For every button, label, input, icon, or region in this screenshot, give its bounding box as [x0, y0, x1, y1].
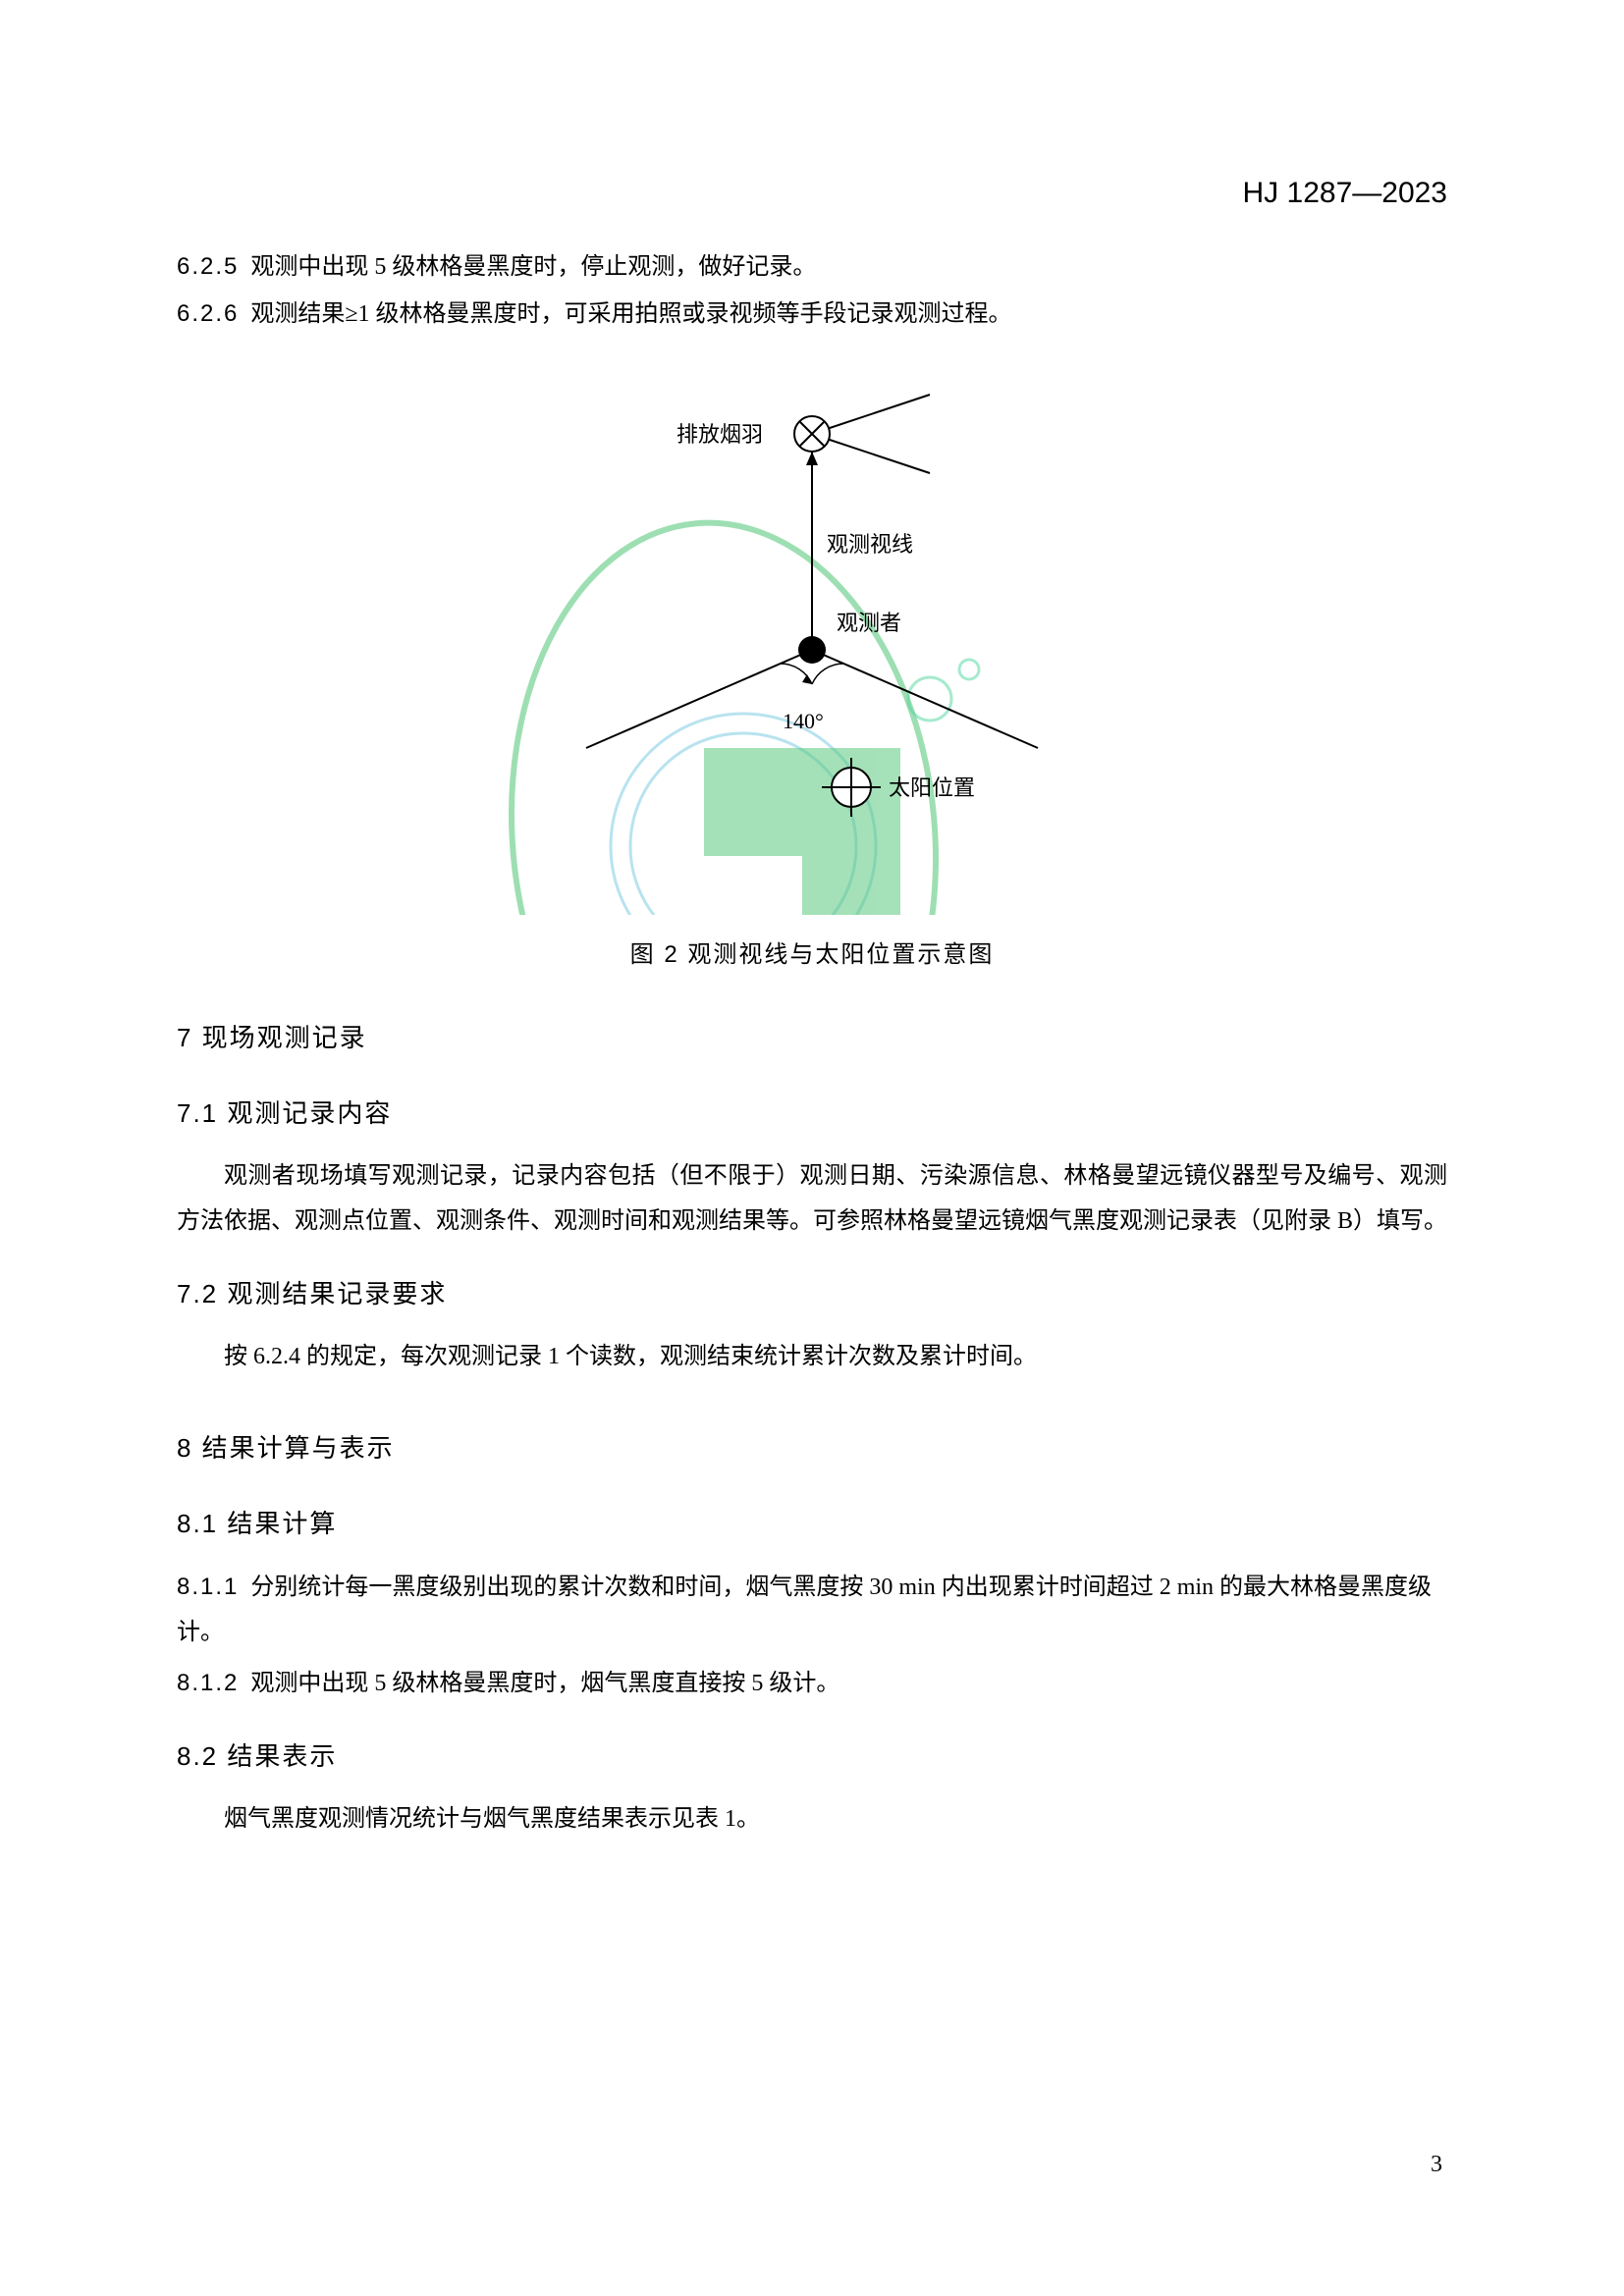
para-text: 观测中出现 5 级林格曼黑度时，停止观测，做好记录。 [250, 254, 816, 280]
page-number: 3 [1431, 2152, 1442, 2178]
para-6-2-5: 6.2.5 观测中出现 5 级林格曼黑度时，停止观测，做好记录。 [177, 245, 1447, 289]
heading-8-2: 8.2 结果表示 [177, 1736, 1447, 1773]
label-angle: 140° [783, 709, 824, 733]
heading-8: 8 结果计算与表示 [177, 1428, 1447, 1465]
figure-2: 排放烟羽 观测视线 观测者 140° [177, 365, 1447, 969]
content-body: 6.2.5 观测中出现 5 级林格曼黑度时，停止观测，做好记录。 6.2.6 观… [177, 245, 1447, 1842]
section-number: 8.1.2 [177, 1670, 239, 1696]
figure-caption: 图 2 观测视线与太阳位置示意图 [177, 934, 1447, 969]
page-container: HJ 1287—2023 6.2.5 观测中出现 5 级林格曼黑度时，停止观测，… [0, 0, 1624, 2296]
para-7-1-body: 观测者现场填写观测记录，记录内容包括（但不限于）观测日期、污染源信息、林格曼望远… [177, 1154, 1447, 1244]
document-code: HJ 1287—2023 [1243, 177, 1447, 210]
para-7-2-body: 按 6.2.4 的规定，每次观测记录 1 个读数，观测结束统计累计次数及累计时间… [177, 1335, 1447, 1380]
heading-8-1: 8.1 结果计算 [177, 1504, 1447, 1540]
para-text: 观测结果≥1 级林格曼黑度时，可采用拍照或录视频等手段记录观测过程。 [250, 301, 1011, 327]
para-8-2-body: 烟气黑度观测情况统计与烟气黑度结果表示见表 1。 [177, 1797, 1447, 1842]
para-text: 分别统计每一黑度级别出现的累计次数和时间，烟气黑度按 30 min 内出现累计时… [177, 1575, 1432, 1645]
para-6-2-6: 6.2.6 观测结果≥1 级林格曼黑度时，可采用拍照或录视频等手段记录观测过程。 [177, 293, 1447, 336]
heading-7: 7 现场观测记录 [177, 1018, 1447, 1054]
para-8-1-1: 8.1.1 分别统计每一黑度级别出现的累计次数和时间，烟气黑度按 30 min … [177, 1565, 1447, 1655]
label-observer: 观测者 [837, 611, 901, 635]
section-number: 8.1.1 [177, 1574, 239, 1600]
heading-7-1: 7.1 观测记录内容 [177, 1094, 1447, 1130]
figure-svg: 排放烟羽 观测视线 观测者 140° [468, 365, 1156, 915]
section-number: 6.2.5 [177, 253, 239, 280]
heading-7-2: 7.2 观测结果记录要求 [177, 1274, 1447, 1310]
para-8-1-2: 8.1.2 观测中出现 5 级林格曼黑度时，烟气黑度直接按 5 级计。 [177, 1661, 1447, 1707]
label-sight: 观测视线 [827, 532, 913, 557]
label-sun: 太阳位置 [889, 775, 975, 800]
section-number: 6.2.6 [177, 300, 239, 327]
para-text: 观测中出现 5 级林格曼黑度时，烟气黑度直接按 5 级计。 [250, 1671, 839, 1696]
label-plume: 排放烟羽 [677, 422, 763, 447]
